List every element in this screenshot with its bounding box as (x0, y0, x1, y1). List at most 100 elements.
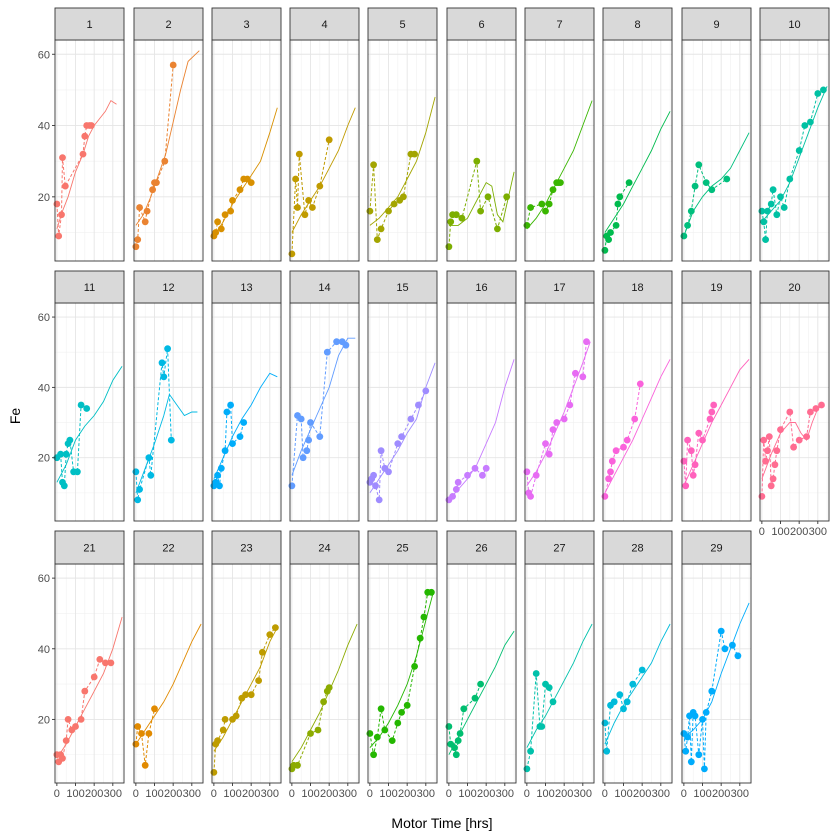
data-point (307, 419, 314, 426)
data-point (295, 150, 303, 158)
data-point (460, 705, 468, 713)
data-point (214, 218, 222, 226)
data-point (309, 204, 316, 211)
x-tick-label: 0 (681, 788, 687, 800)
facet-strip (367, 270, 438, 304)
observed-line-29 (683, 630, 739, 769)
data-point (464, 471, 471, 479)
observed-line-23 (213, 627, 276, 773)
facet-panel-10: 10 (758, 7, 830, 262)
data-point (297, 415, 305, 423)
data-point (292, 175, 299, 183)
data-point (212, 229, 220, 236)
data-point (612, 447, 620, 455)
data-point (729, 641, 736, 649)
data-point (420, 613, 428, 621)
panel-background (368, 303, 437, 521)
data-point (370, 471, 377, 479)
data-point (210, 769, 218, 776)
data-point (416, 634, 424, 642)
facet-panel-9: 9 (680, 7, 752, 262)
facet-strip (133, 270, 204, 304)
data-point (221, 447, 229, 455)
data-point (623, 436, 631, 444)
data-point (764, 207, 771, 215)
data-point (373, 733, 381, 741)
facet-panel-21: 21 20 40 60 0 100 200 300 (38, 530, 125, 800)
data-point (428, 588, 435, 596)
data-point (377, 705, 385, 713)
data-point (699, 436, 706, 444)
data-point (607, 229, 614, 236)
data-point (734, 652, 742, 660)
panel-background (760, 40, 829, 261)
data-point (407, 415, 415, 423)
data-point (684, 733, 691, 741)
smooth-line-29 (683, 602, 750, 738)
data-point (388, 737, 396, 744)
data-point (59, 754, 66, 762)
smooth-line-13 (213, 372, 278, 479)
x-tick-label: 200 (398, 788, 416, 800)
facet-strip-label: 11 (84, 282, 95, 294)
facet-strip (446, 270, 517, 304)
data-point (132, 243, 140, 251)
data-point (81, 132, 89, 140)
data-point (473, 157, 481, 165)
smooth-line-19 (683, 359, 750, 486)
y-tick-label: 60 (38, 49, 50, 61)
data-point (691, 712, 699, 720)
panel-background (447, 40, 516, 261)
smooth-line-1 (56, 99, 117, 230)
data-point (229, 440, 236, 447)
smooth-line-14 (291, 337, 356, 476)
x-tick-label: 200 (790, 526, 808, 538)
facet-strip (133, 530, 204, 565)
data-point (760, 218, 768, 226)
smooth-line-20 (761, 404, 824, 479)
data-point (221, 211, 229, 219)
data-point (684, 222, 691, 229)
data-point (721, 645, 729, 653)
data-point (695, 161, 703, 169)
data-point (83, 405, 91, 412)
data-point (372, 482, 379, 490)
facet-strip-label: 1 (86, 19, 92, 31)
data-point (161, 157, 169, 165)
panel-background (525, 40, 594, 261)
facet-strip-label: 21 (83, 543, 95, 555)
data-point (545, 200, 553, 208)
facet-strip-label: 19 (710, 282, 722, 294)
data-point (777, 426, 784, 433)
facet-strip-label: 14 (318, 282, 330, 294)
data-point (684, 436, 691, 444)
data-point (323, 348, 331, 356)
data-point (167, 436, 175, 444)
facet-panel-13: 13 (210, 270, 282, 522)
data-point (141, 761, 149, 769)
panel-background (525, 303, 594, 521)
facet-strip (289, 7, 360, 41)
facet-panel-6: 6 (445, 7, 517, 262)
facet-strip (446, 7, 517, 41)
facet-strip (211, 530, 282, 565)
facet-strip-label: 26 (475, 543, 487, 555)
facet-strip-label: 23 (240, 543, 252, 555)
facet-strip (211, 270, 282, 304)
data-point (764, 447, 771, 455)
data-point (342, 341, 350, 349)
panel-background (134, 564, 203, 783)
data-point (636, 380, 644, 388)
facet-panel-25: 25 0 100 200 300 (366, 530, 438, 800)
data-point (631, 415, 639, 423)
observed-line-11 (56, 404, 87, 488)
facet-panel-17: 17 (523, 270, 595, 522)
x-tick-label: 300 (417, 788, 435, 800)
data-point (538, 723, 546, 730)
data-point (132, 468, 140, 476)
observed-line-22 (135, 708, 155, 766)
data-point (790, 443, 797, 451)
smooth-line-5 (369, 96, 436, 226)
data-point (385, 468, 392, 476)
data-point (305, 197, 312, 204)
